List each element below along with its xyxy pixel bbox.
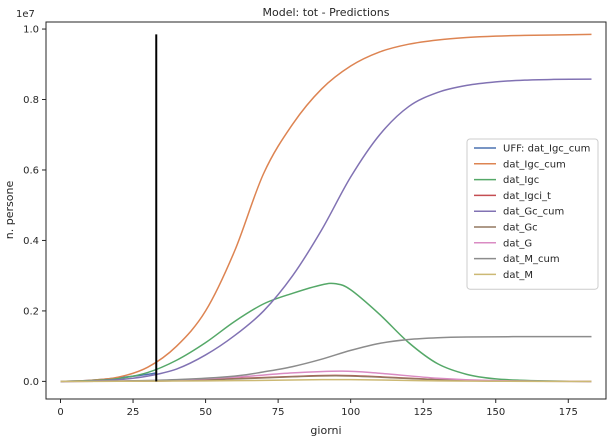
y-axis-label: n. persone [3, 181, 16, 240]
legend-label: dat_M_cum [503, 254, 560, 265]
x-axis: 0 25 50 75 100 125 150 175 [57, 399, 578, 418]
legend-label: dat_Igc [503, 175, 539, 186]
legend-label: dat_Gc [503, 223, 538, 234]
legend-label: UFF: dat_Igc_cum [503, 144, 590, 155]
series-layer [60, 33, 592, 383]
legend-label: dat_Igci_t [503, 191, 551, 202]
y-offset-text: 1e7 [16, 9, 35, 20]
series-line-1 [60, 33, 592, 383]
x-tick-label: 25 [127, 407, 140, 418]
x-tick-label: 75 [272, 407, 285, 418]
x-tick-label: 0 [57, 407, 63, 418]
legend: UFF: dat_Igc_cum dat_Igc_cum dat_Igc dat_Ig… [466, 138, 599, 290]
x-tick-label: 50 [199, 407, 212, 418]
y-tick-label: 0.8 [23, 95, 39, 106]
x-axis-label: giorni [310, 424, 341, 437]
plot-frame [45, 21, 607, 400]
series-line-8 [60, 378, 592, 383]
x-tick-label: 150 [486, 407, 505, 418]
series-line-2 [60, 282, 592, 383]
chart-title: Model: tot - Predictions [263, 6, 390, 19]
legend-box [466, 138, 599, 290]
legend-label: dat_Gc_cum [503, 207, 564, 218]
y-tick-label: 0.6 [23, 165, 39, 176]
y-axis: 0.0 0.2 0.4 0.6 0.8 1.0 [23, 25, 46, 388]
x-tick-label: 100 [341, 407, 360, 418]
y-tick-label: 0.0 [23, 377, 39, 388]
legend-label: dat_Igc_cum [503, 159, 566, 170]
legend-label: dat_M [503, 270, 533, 281]
x-tick-label: 175 [559, 407, 578, 418]
y-tick-label: 0.2 [23, 306, 39, 317]
y-tick-label: 0.4 [23, 236, 39, 247]
series-line-7 [60, 335, 592, 383]
legend-label: dat_G [503, 238, 532, 249]
series-line-4 [60, 78, 592, 383]
x-tick-label: 125 [414, 407, 433, 418]
y-tick-label: 1.0 [23, 25, 39, 36]
